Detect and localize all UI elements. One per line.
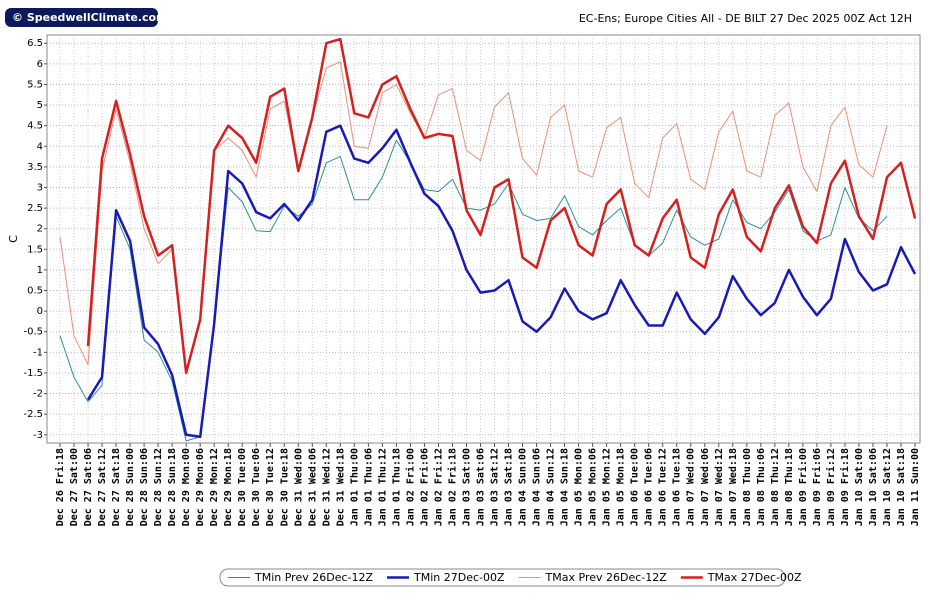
x-tick-label: Dec 28 Sun:00: [125, 448, 136, 526]
x-tick-label: Dec 29 Mon:00: [181, 448, 192, 526]
x-tick-label: Dec 27 Sat:18: [111, 448, 122, 526]
y-tick-label: 1.5: [27, 244, 43, 255]
x-tick-label: Jan 03 Sat:06: [475, 448, 486, 526]
x-tick-label: Jan 01 Thu:18: [391, 448, 402, 526]
x-tick-label: Dec 30 Tue:12: [265, 448, 276, 526]
y-tick-label: 0.5: [27, 286, 43, 297]
x-tick-label: Jan 01 Thu:12: [377, 448, 388, 526]
x-tick-label: Dec 27 Sat:12: [97, 448, 108, 526]
x-tick-label: Jan 04 Sun:00: [518, 448, 529, 526]
x-tick-label: Jan 02 Fri:12: [432, 448, 444, 526]
x-tick-label: Jan 05 Mon:00: [574, 448, 585, 526]
legend-label: TMax 27Dec-00Z: [707, 571, 802, 584]
x-tick-label: Dec 31 Wed:18: [335, 448, 346, 526]
legend-label: TMax Prev 26Dec-12Z: [545, 571, 668, 584]
x-tick-label: Jan 06 Tue:18: [672, 448, 683, 526]
x-tick-label: Jan 09 Fri:12: [825, 448, 837, 526]
x-tick-label: Jan 09 Fri:06: [811, 448, 823, 526]
x-tick-label: Jan 08 Thu:06: [756, 448, 767, 526]
x-tick-label: Jan 10 Sat:00: [854, 448, 865, 526]
x-tick-label: Jan 09 Fri:18: [839, 448, 851, 526]
y-tick-label: 3.5: [27, 162, 43, 173]
x-tick-label: Jan 09 Fri:00: [797, 448, 809, 526]
x-tick-label: Dec 27 Sat:00: [69, 448, 80, 526]
x-tick-label: Jan 06 Tue:06: [644, 448, 655, 526]
legend-label: TMin 27Dec-00Z: [413, 571, 505, 584]
x-tick-label: Dec 29 Mon:12: [209, 448, 220, 526]
y-tick-label: 1: [37, 265, 43, 276]
y-tick-label: 6: [37, 59, 43, 70]
y-tick-label: -3: [33, 430, 43, 441]
x-tick-label: Dec 30 Tue:00: [237, 448, 248, 526]
x-tick-label: Jan 10 Sat:06: [868, 448, 879, 526]
x-tick-label: Jan 02 Fri:00: [404, 448, 416, 526]
x-tick-label: Dec 28 Sun:18: [167, 448, 178, 526]
x-tick-label: Jan 02 Fri:06: [418, 448, 430, 526]
x-tick-label: Dec 28 Sun:06: [139, 448, 150, 526]
x-tick-label: Dec 29 Mon:06: [195, 448, 206, 526]
x-tick-label: Jan 07 Wed:18: [728, 448, 739, 526]
x-tick-label: Dec 31 Wed:00: [293, 448, 304, 526]
x-tick-label: Jan 03 Sat:18: [504, 448, 515, 526]
y-tick-label: 5.5: [27, 79, 43, 90]
x-tick-label: Dec 29 Mon:18: [223, 448, 234, 526]
y-tick-label: 3: [37, 182, 43, 193]
y-tick-label: -2.5: [23, 409, 43, 420]
x-tick-label: Dec 28 Sun:12: [153, 448, 164, 526]
series-line: [86, 37, 917, 375]
chart-title: EC-Ens; Europe Cities All - DE BILT 27 D…: [579, 12, 912, 25]
y-tick-label: 6.5: [27, 38, 43, 49]
x-tick-label: Jan 03 Sat:00: [461, 448, 472, 526]
x-tick-label: Jan 01 Thu:00: [349, 448, 360, 526]
x-tick-label: Jan 08 Thu:00: [742, 448, 753, 526]
x-tick-label: Jan 07 Wed:06: [700, 448, 711, 526]
y-axis-label: C: [7, 235, 20, 243]
x-tick-label: Dec 30 Tue:06: [251, 448, 262, 526]
logo: © SpeedwellClimate.com: [12, 11, 168, 24]
x-tick-label: Jan 02 Fri:18: [446, 448, 458, 526]
x-tick-label: Jan 08 Thu:18: [784, 448, 795, 526]
logo-badge: [5, 8, 158, 27]
legend-box: [219, 568, 786, 587]
x-tick-label: Dec 31 Wed:12: [321, 448, 332, 526]
y-tick-label: -2: [33, 389, 43, 400]
y-tick-label: 2: [37, 224, 43, 235]
x-tick-label: Jan 07 Wed:12: [714, 448, 725, 526]
x-tick-label: Dec 30 Tue:18: [279, 448, 290, 526]
series-line: [86, 124, 917, 439]
x-tick-label: Dec 27 Sat:06: [83, 448, 94, 526]
x-tick-label: Dec 31 Wed:06: [307, 448, 318, 526]
x-tick-label: Jan 06 Tue:12: [658, 448, 669, 526]
y-tick-label: 0: [37, 306, 43, 317]
y-tick-label: 5: [37, 100, 43, 111]
x-tick-label: Jan 04 Sun:18: [560, 448, 571, 526]
x-tick-label: Jan 06 Tue:00: [630, 448, 641, 526]
plot-frame: [46, 34, 921, 444]
y-tick-label: 2.5: [27, 203, 43, 214]
x-tick-label: Jan 05 Mon:06: [588, 448, 599, 526]
x-tick-label: Jan 01 Thu:06: [363, 448, 374, 526]
x-tick-label: Jan 11 Sun:00: [910, 448, 921, 526]
x-tick-label: Jan 07 Wed:00: [686, 448, 697, 526]
x-tick-label: Jan 10 Sat:12: [882, 448, 893, 526]
x-tick-label: Jan 05 Mon:18: [616, 448, 627, 526]
x-tick-label: Jan 10 Sat:18: [896, 448, 907, 526]
x-tick-label: Jan 05 Mon:12: [602, 448, 613, 526]
legend-label: TMin Prev 26Dec-12Z: [254, 571, 373, 584]
y-tick-label: -0.5: [23, 327, 43, 338]
x-tick-label: Jan 08 Thu:12: [770, 448, 781, 526]
y-tick-label: -1.5: [23, 368, 43, 379]
x-tick-label: Jan 04 Sun:06: [532, 448, 543, 526]
y-tick-label: 4.5: [27, 121, 43, 132]
y-tick-label: -1: [33, 347, 43, 358]
x-tick-label: Jan 04 Sun:12: [546, 448, 557, 526]
x-tick-label: Jan 03 Sat:12: [490, 448, 501, 526]
x-tick-label: Dec 26 Fri:18: [54, 448, 66, 526]
y-tick-label: 4: [37, 141, 43, 152]
